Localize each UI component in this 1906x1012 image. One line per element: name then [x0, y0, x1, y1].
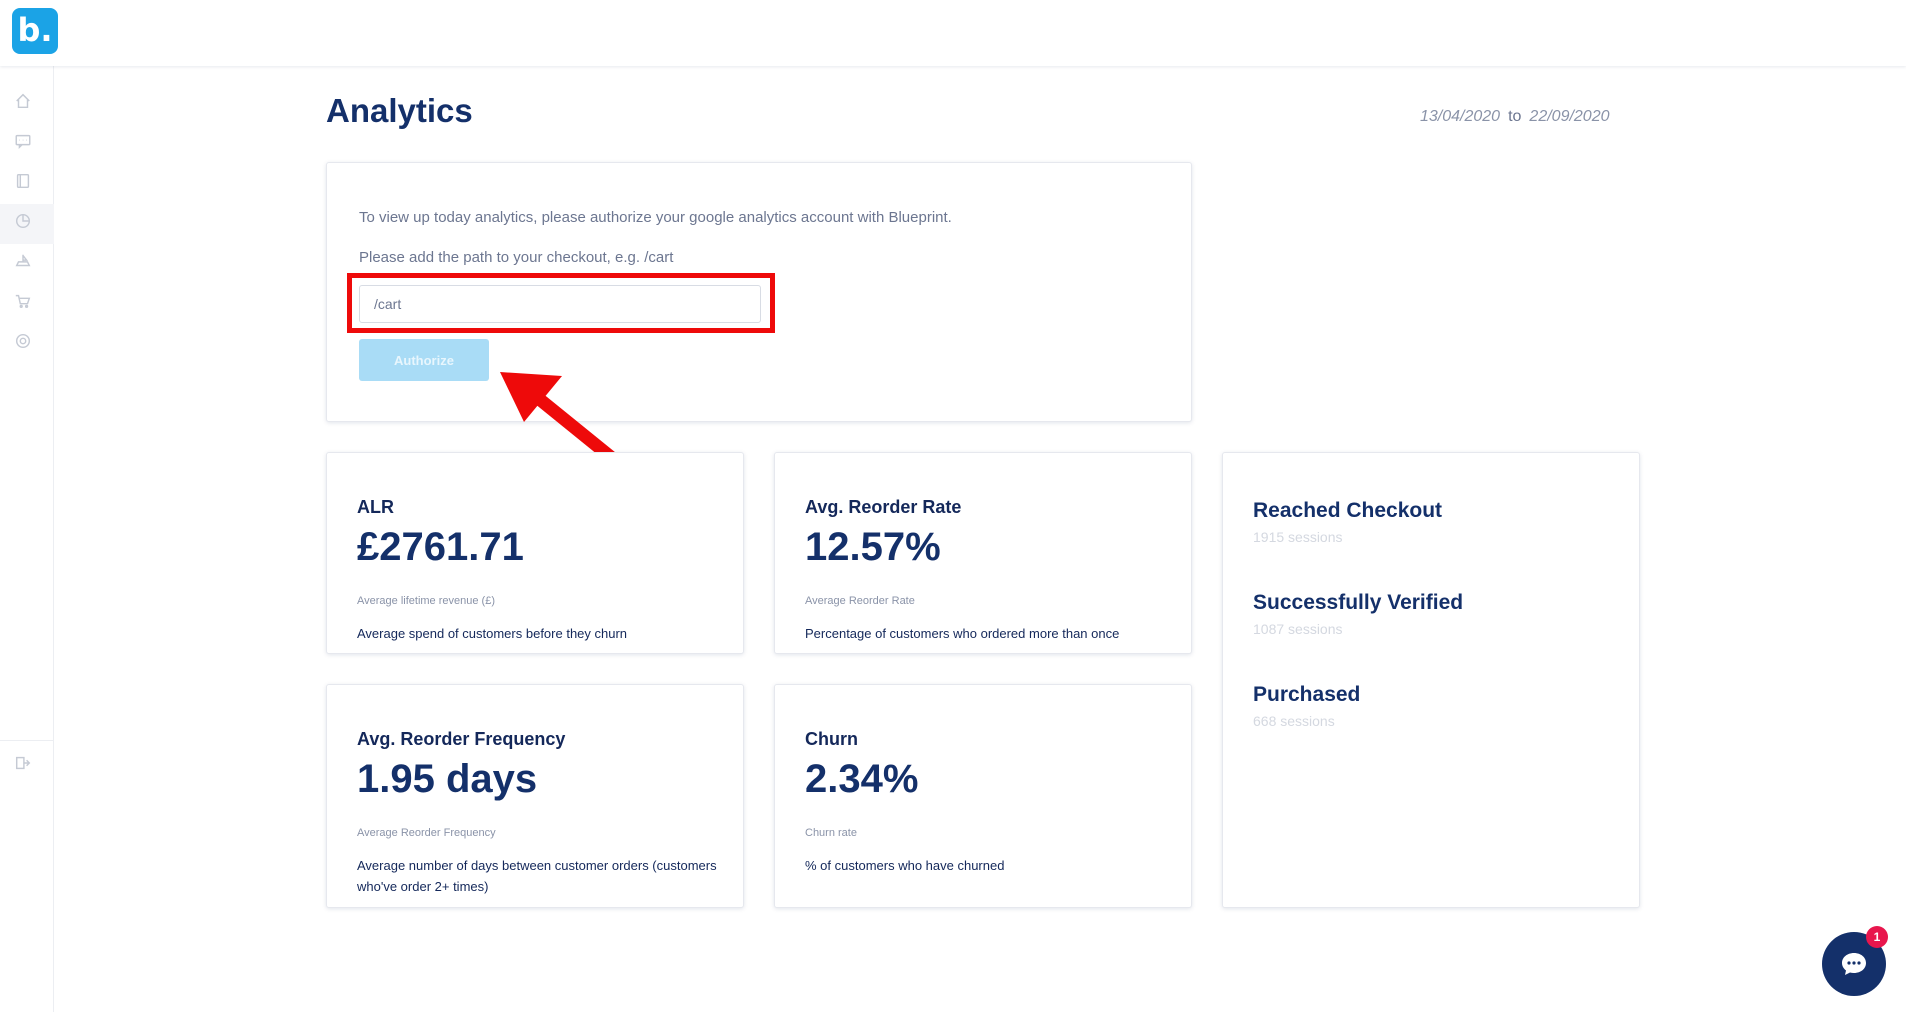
- funnel-card: Reached Checkout 1915 sessions Successfu…: [1222, 452, 1640, 908]
- funnel-step-label: Successfully Verified: [1253, 591, 1464, 614]
- sidebar-divider: [0, 740, 54, 741]
- metric-description: Average number of days between customer …: [357, 858, 717, 894]
- funnel-step-label: Reached Checkout: [1253, 499, 1443, 522]
- sidebar-item-orders[interactable]: [12, 290, 34, 312]
- metric-subtitle: Average Reorder Rate: [805, 595, 915, 607]
- input-highlight-box: [347, 273, 775, 333]
- metric-card-churn: Churn 2.34% Churn rate % of customers wh…: [774, 684, 1192, 908]
- authorize-card: To view up today analytics, please autho…: [326, 162, 1192, 422]
- cart-icon: [15, 294, 31, 309]
- funnel-step-sessions: 1915 sessions: [1253, 529, 1343, 545]
- annotation-arrow-icon: [500, 372, 617, 464]
- date-to-label: to: [1508, 108, 1522, 125]
- sidebar-item-catalogue[interactable]: [12, 170, 34, 192]
- sidebar-item-messages[interactable]: [12, 130, 34, 152]
- top-bar: b.: [0, 0, 1906, 66]
- chat-bubble-icon: [1842, 953, 1866, 975]
- date-from: 13/04/2020: [1420, 108, 1501, 125]
- metric-value: 2.34%: [805, 757, 919, 801]
- funnel-step-label: Purchased: [1253, 683, 1361, 706]
- chat-launcher-button[interactable]: [1822, 932, 1886, 996]
- page-title: Analytics: [326, 92, 473, 129]
- logout-icon: [15, 756, 31, 770]
- book-icon: [16, 173, 30, 189]
- sidebar-nav: [0, 66, 54, 1012]
- metric-description: Percentage of customers who ordered more…: [805, 626, 1120, 641]
- blueprint-logo[interactable]: b.: [12, 8, 58, 54]
- date-to: 22/09/2020: [1529, 108, 1610, 125]
- home-icon: [16, 93, 30, 109]
- metric-subtitle: Average lifetime revenue (£): [357, 595, 495, 607]
- messages-icon: [15, 134, 31, 150]
- shipping-icon: [15, 254, 31, 267]
- metric-title: Avg. Reorder Frequency: [357, 729, 566, 749]
- chat-notification-badge: 1: [1866, 926, 1888, 948]
- metric-subtitle: Average Reorder Frequency: [357, 827, 496, 839]
- authorize-button[interactable]: Authorize: [359, 339, 489, 381]
- metric-title: Avg. Reorder Rate: [805, 497, 962, 517]
- checkout-path-prompt: Please add the path to your checkout, e.…: [359, 249, 674, 266]
- checkout-path-input[interactable]: [359, 285, 761, 323]
- sidebar-item-shipping[interactable]: [12, 250, 34, 272]
- metric-card-reorder-rate: Avg. Reorder Rate 12.57% Average Reorder…: [774, 452, 1192, 654]
- metric-title: ALR: [357, 497, 394, 517]
- analytics-icon: [15, 213, 31, 229]
- authorize-message: To view up today analytics, please autho…: [359, 209, 952, 226]
- metric-subtitle: Churn rate: [805, 827, 857, 839]
- metric-description: Average spend of customers before they c…: [357, 626, 628, 641]
- sidebar-item-logout[interactable]: [12, 752, 34, 774]
- metric-card-alr: ALR £2761.71 Average lifetime revenue (£…: [326, 452, 744, 654]
- sidebar-item-analytics[interactable]: [12, 210, 34, 232]
- metric-description: % of customers who have churned: [805, 858, 1005, 873]
- date-range[interactable]: 13/04/2020 to 22/09/2020: [1420, 108, 1610, 126]
- sidebar-active-highlight: [0, 204, 54, 244]
- metric-value: 12.57%: [805, 525, 941, 569]
- sidebar-item-home[interactable]: [12, 90, 34, 112]
- metric-value: £2761.71: [357, 525, 524, 569]
- sidebar-item-settings[interactable]: [12, 330, 34, 352]
- funnel-step-sessions: 1087 sessions: [1253, 621, 1343, 637]
- funnel-step-sessions: 668 sessions: [1253, 713, 1335, 729]
- metric-title: Churn: [805, 729, 858, 749]
- metric-value: 1.95 days: [357, 757, 538, 801]
- settings-icon: [15, 333, 31, 349]
- metric-card-reorder-frequency: Avg. Reorder Frequency 1.95 days Average…: [326, 684, 744, 908]
